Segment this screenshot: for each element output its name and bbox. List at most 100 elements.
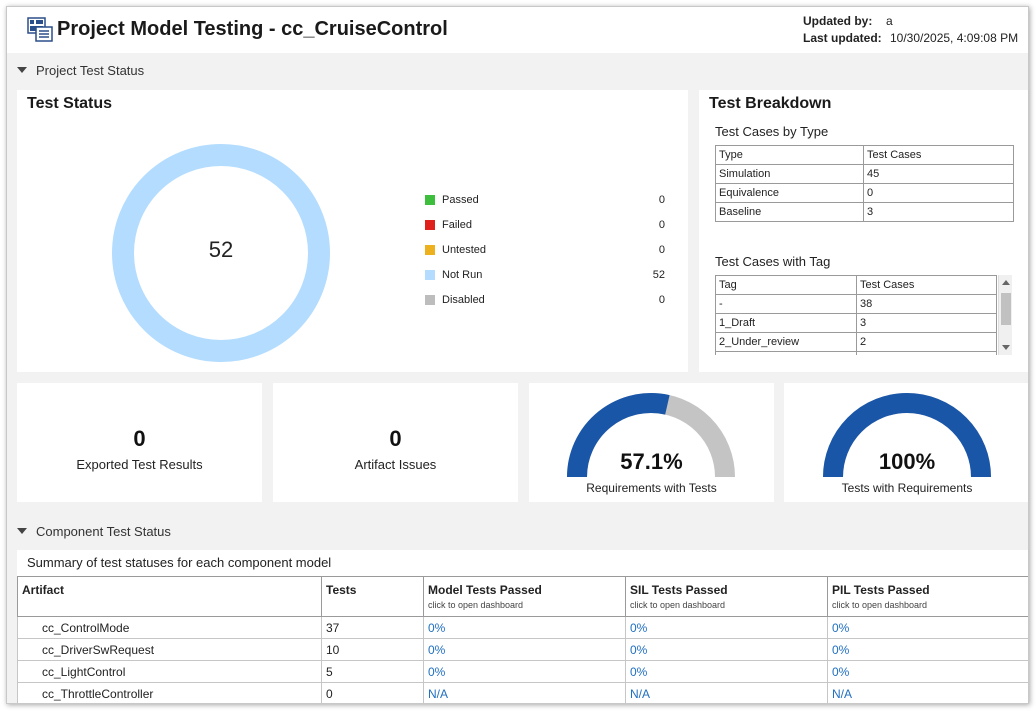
exported-test-results-label: Exported Test Results [76, 457, 203, 472]
artifact-cell: cc_ThrottleController [17, 682, 322, 703]
tests-with-requirements-gauge [823, 393, 991, 478]
table-row: cc_ThrottleController 0 N/A N/A N/A [17, 682, 1028, 703]
test-cases-with-tag-title: Test Cases with Tag [715, 254, 831, 269]
legend-swatch-untested [425, 245, 435, 255]
pil-tests-link[interactable]: 0% [827, 660, 1028, 683]
type-cell: Simulation [715, 164, 864, 184]
table-header-row: Artifact Tests Model Tests Passed click t… [17, 576, 1028, 617]
donut-segment-not-run[interactable] [112, 144, 330, 362]
tests-with-requirements-value: 100% [878, 449, 936, 474]
pil-tests-link[interactable]: 0% [827, 638, 1028, 661]
last-updated-label: Last updated: [803, 31, 882, 45]
legend-value: 0 [658, 244, 665, 256]
column-header: Type [715, 145, 864, 165]
component-test-status-toggle[interactable]: Component Test Status [17, 521, 171, 541]
legend-label: Disabled [442, 294, 485, 306]
test-status-title: Test Status [27, 95, 113, 112]
tests-cell: 10 [321, 638, 424, 661]
requirements-with-tests-gauge [567, 393, 735, 478]
dashboard-header: Project Model Testing - cc_CruiseControl… [7, 7, 1028, 53]
test-breakdown-title: Test Breakdown [709, 95, 832, 112]
updated-by-label: Updated by: [803, 14, 873, 28]
tests-cell: 37 [321, 616, 424, 639]
tag-cell: 2_Under_review [715, 332, 857, 352]
column-header-tests[interactable]: Tests [321, 576, 424, 617]
artifact-issues-value: 0 [389, 426, 402, 451]
legend-item-untested[interactable]: Untested 0 [425, 243, 665, 268]
donut-total: 52 [208, 237, 234, 262]
legend-swatch-passed [425, 195, 435, 205]
test-breakdown-card: Test Breakdown Test Cases by Type Type T… [699, 90, 1028, 372]
tag-table-scroll-area[interactable]: Tag Test Cases - 38 1_Draft 3 2_Under_re… [715, 275, 1028, 355]
column-header-hint: click to open dashboard [428, 600, 524, 610]
table-row[interactable] [715, 351, 997, 355]
column-header-hint: click to open dashboard [832, 600, 928, 610]
model-tests-link[interactable]: 0% [423, 638, 626, 661]
column-header-sil-tests[interactable]: SIL Tests Passed click to open dashboard [625, 576, 828, 617]
legend-label: Untested [442, 244, 487, 256]
count-cell: 3 [863, 202, 1014, 222]
scroll-down-arrow-icon[interactable] [1002, 345, 1010, 350]
sil-tests-link[interactable]: 0% [625, 638, 828, 661]
dashboard-app-icon [27, 17, 53, 42]
tests-cell: 5 [321, 660, 424, 683]
sil-tests-link[interactable]: 0% [625, 616, 828, 639]
column-header: Test Cases [856, 275, 997, 295]
model-tests-link[interactable]: N/A [423, 682, 626, 703]
count-cell: 2 [856, 332, 997, 352]
exported-test-results-value: 0 [133, 426, 146, 451]
count-cell: 45 [863, 164, 1014, 184]
column-header-model-tests[interactable]: Model Tests Passed click to open dashboar… [423, 576, 626, 617]
legend-label: Failed [442, 219, 472, 231]
column-header-label: Model Tests Passed [428, 583, 542, 597]
table-row: cc_DriverSwRequest 10 0% 0% 0% [17, 638, 1028, 661]
tag-cell: 1_Draft [715, 313, 857, 333]
legend-item-disabled[interactable]: Disabled 0 [425, 293, 665, 318]
artifact-issues-label: Artifact Issues [354, 457, 437, 472]
table-row[interactable]: Baseline 3 [715, 202, 1014, 222]
table-row[interactable]: Equivalence 0 [715, 183, 1014, 203]
project-test-status-toggle[interactable]: Project Test Status [17, 60, 144, 80]
scroll-thumb[interactable] [1001, 293, 1011, 325]
table-row: cc_LightControl 5 0% 0% 0% [17, 660, 1028, 683]
column-header-label: Artifact [22, 583, 65, 597]
pil-tests-link[interactable]: 0% [827, 616, 1028, 639]
type-cell: Equivalence [715, 183, 864, 203]
count-cell: 0 [863, 183, 1014, 203]
table-row[interactable]: Simulation 45 [715, 164, 1014, 184]
column-header-pil-tests[interactable]: PIL Tests Passed click to open dashboard [827, 576, 1028, 617]
legend-value: 0 [658, 294, 665, 306]
requirements-with-tests-card[interactable]: 57.1% Requirements with Tests [529, 383, 774, 502]
sil-tests-link[interactable]: N/A [625, 682, 828, 703]
pil-tests-link[interactable]: N/A [827, 682, 1028, 703]
test-status-donut[interactable] [101, 133, 341, 373]
tests-cell: 0 [321, 682, 424, 703]
requirements-with-tests-value: 57.1% [620, 449, 683, 474]
legend-swatch-disabled [425, 295, 435, 305]
artifact-issues-card[interactable]: 0 Artifact Issues [273, 383, 518, 502]
tests-with-requirements-card[interactable]: 100% Tests with Requirements [784, 383, 1028, 502]
artifact-cell: cc_LightControl [17, 660, 322, 683]
legend-swatch-not-run [425, 270, 435, 280]
model-tests-link[interactable]: 0% [423, 616, 626, 639]
scroll-up-arrow-icon[interactable] [1002, 280, 1010, 285]
test-cases-by-type-table: Type Test Cases Simulation 45 Equivalenc… [715, 145, 1014, 222]
count-cell: 38 [856, 294, 997, 314]
tag-table-scrollbar[interactable] [998, 275, 1012, 355]
test-cases-by-type-title: Test Cases by Type [715, 124, 829, 139]
model-tests-link[interactable]: 0% [423, 660, 626, 683]
table-row[interactable]: 2_Under_review 2 [715, 332, 997, 352]
exported-test-results-card[interactable]: 0 Exported Test Results [17, 383, 262, 502]
legend-item-not-run[interactable]: Not Run 52 [425, 268, 665, 293]
table-row[interactable]: - 38 [715, 294, 997, 314]
sil-tests-link[interactable]: 0% [625, 660, 828, 683]
legend-item-passed[interactable]: Passed 0 [425, 193, 665, 218]
column-header-artifact[interactable]: Artifact [17, 576, 322, 617]
legend-item-failed[interactable]: Failed 0 [425, 218, 665, 243]
tests-with-requirements-label: Tests with Requirements [841, 481, 973, 495]
collapse-triangle-icon [17, 528, 27, 534]
type-cell: Baseline [715, 202, 864, 222]
table-row[interactable]: 1_Draft 3 [715, 313, 997, 333]
gauge-fill [567, 393, 670, 478]
column-header-hint: click to open dashboard [630, 600, 726, 610]
